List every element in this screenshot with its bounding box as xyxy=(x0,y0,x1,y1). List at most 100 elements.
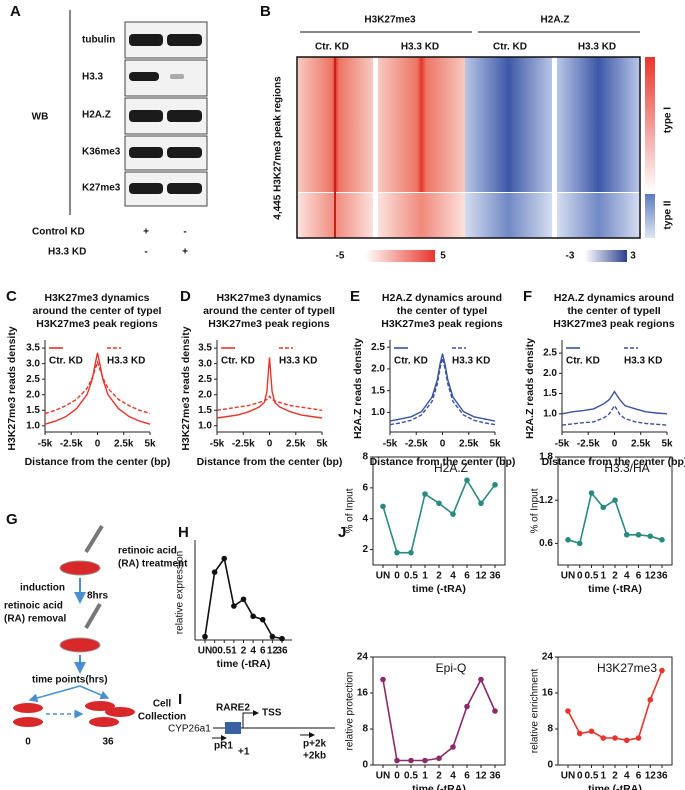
y-tick-label: 16 xyxy=(542,688,554,699)
point xyxy=(380,676,386,683)
x-tick-label: 6 xyxy=(260,646,266,657)
dish xyxy=(89,717,119,727)
x-tick-label: UN xyxy=(198,646,212,657)
y-tick-label: 1.2 xyxy=(539,495,553,506)
point xyxy=(659,667,665,674)
y-tick-label: 1.0 xyxy=(198,420,212,431)
colorbar-max: 5 xyxy=(440,251,446,262)
y-tick-label: 0.6 xyxy=(539,538,553,549)
y-tick-label: 3.0 xyxy=(26,358,40,369)
series-line xyxy=(382,478,496,554)
x-tick-label: 2 xyxy=(436,771,442,782)
x-tick-label: -5k xyxy=(210,439,225,450)
x-tick-label: 0 xyxy=(394,571,400,582)
band xyxy=(129,110,163,122)
column-label: Ctr. KD xyxy=(493,42,527,53)
band xyxy=(167,34,202,46)
point xyxy=(623,531,630,538)
schematic-text: 8hrs xyxy=(87,591,109,602)
heatmap-cell xyxy=(557,193,640,238)
legend-label: Ctr. KD xyxy=(221,356,255,367)
y-axis-label: relative enrichment xyxy=(530,669,541,754)
primer-label: p+2k xyxy=(303,739,327,750)
series-line xyxy=(389,357,496,426)
chart-title: the center of typeII xyxy=(567,305,660,317)
series-line xyxy=(44,352,151,425)
x-tick-label: -5k xyxy=(38,439,53,450)
point xyxy=(588,490,595,496)
x-axis-label: time (-tRA) xyxy=(217,658,271,670)
panel-label: D xyxy=(180,288,191,305)
y-tick-label: 4 xyxy=(362,513,368,524)
x-tick-label: 4 xyxy=(450,771,456,782)
x-tick-label: -2.5k xyxy=(405,439,428,450)
heatmap-cell xyxy=(465,193,552,238)
x-tick-label: 2.5k xyxy=(459,439,479,450)
x-tick-label: 4 xyxy=(250,646,256,657)
blot-label: WB xyxy=(32,112,49,123)
x-tick-label: 1 xyxy=(600,571,606,582)
column-label: Ctr. KD xyxy=(315,42,349,53)
point xyxy=(464,477,470,483)
chart-title: H3K27me3 xyxy=(597,661,657,675)
x-axis-label: Distance from the center (bp) xyxy=(542,456,685,468)
y-tick-label: 1.0 xyxy=(26,420,40,431)
panel-label: G xyxy=(6,511,18,528)
point xyxy=(279,635,285,642)
series-line xyxy=(389,353,496,422)
dish xyxy=(13,703,43,713)
y-tick-label: 2.0 xyxy=(371,364,385,375)
band xyxy=(129,34,163,46)
panel-label: J xyxy=(338,524,346,541)
blot-row: H2A.Z xyxy=(82,110,111,121)
blot-row: tubulin xyxy=(82,35,115,46)
schematic-text: retinoic acid xyxy=(4,601,63,612)
x-tick-label: 2 xyxy=(612,571,618,582)
point xyxy=(647,533,654,539)
condition: Control KD xyxy=(32,227,85,238)
point xyxy=(269,633,276,640)
y-tick-label: 6 xyxy=(362,482,368,493)
arrow xyxy=(79,685,110,700)
x-axis-label: Distance from the center (bp) xyxy=(197,456,343,468)
y-axis-label: H2A.Z reads density xyxy=(524,338,536,439)
x-tick-label: 2 xyxy=(241,646,247,657)
x-tick-label: 2 xyxy=(612,771,618,782)
gene-diagram: CYP26a1 RARE2 TSS pR1 +1 p+2k +2kb xyxy=(168,703,335,762)
y-tick-label: 2.5 xyxy=(543,348,557,359)
point xyxy=(259,616,266,623)
point xyxy=(635,735,642,741)
x-axis-label: time (-tRA) xyxy=(588,583,642,595)
x-axis-label: time (-tRA) xyxy=(412,783,466,790)
dish xyxy=(105,707,135,717)
schematic-text: Collection xyxy=(138,712,186,723)
x-tick-label: 5k xyxy=(489,439,501,450)
legend-label: Ctr. KD xyxy=(49,356,83,367)
y-tick-label: 1.8 xyxy=(539,452,553,463)
x-tick-label: -5k xyxy=(555,439,570,450)
x-tick-label: 0 xyxy=(212,646,218,657)
y-tick-label: 16 xyxy=(357,688,369,699)
x-tick-label: -2.5k xyxy=(577,439,600,450)
schematic: retinoic acid (RA) treatment induction 8… xyxy=(4,524,188,748)
schematic-text: 36 xyxy=(102,737,114,748)
type-label: type II xyxy=(663,200,674,229)
x-tick-label: 36 xyxy=(489,571,501,582)
point xyxy=(565,708,571,714)
dish xyxy=(85,701,115,711)
pipette xyxy=(84,602,102,630)
x-tick-label: 5k xyxy=(144,439,156,450)
x-tick-label: 2.5k xyxy=(631,439,651,450)
band xyxy=(167,110,202,122)
y-tick-label: 8 xyxy=(362,452,368,463)
point xyxy=(565,537,571,543)
panel-label: F xyxy=(523,288,532,305)
position-label: +1 xyxy=(238,747,250,758)
band xyxy=(170,74,184,79)
x-tick-label: 0.5 xyxy=(585,771,599,782)
schematic-text: (RA) removal xyxy=(4,614,66,625)
point xyxy=(221,555,228,562)
x-tick-label: 4 xyxy=(624,571,630,582)
x-tick-label: 1 xyxy=(231,646,237,657)
element-label: RARE2 xyxy=(216,703,250,714)
